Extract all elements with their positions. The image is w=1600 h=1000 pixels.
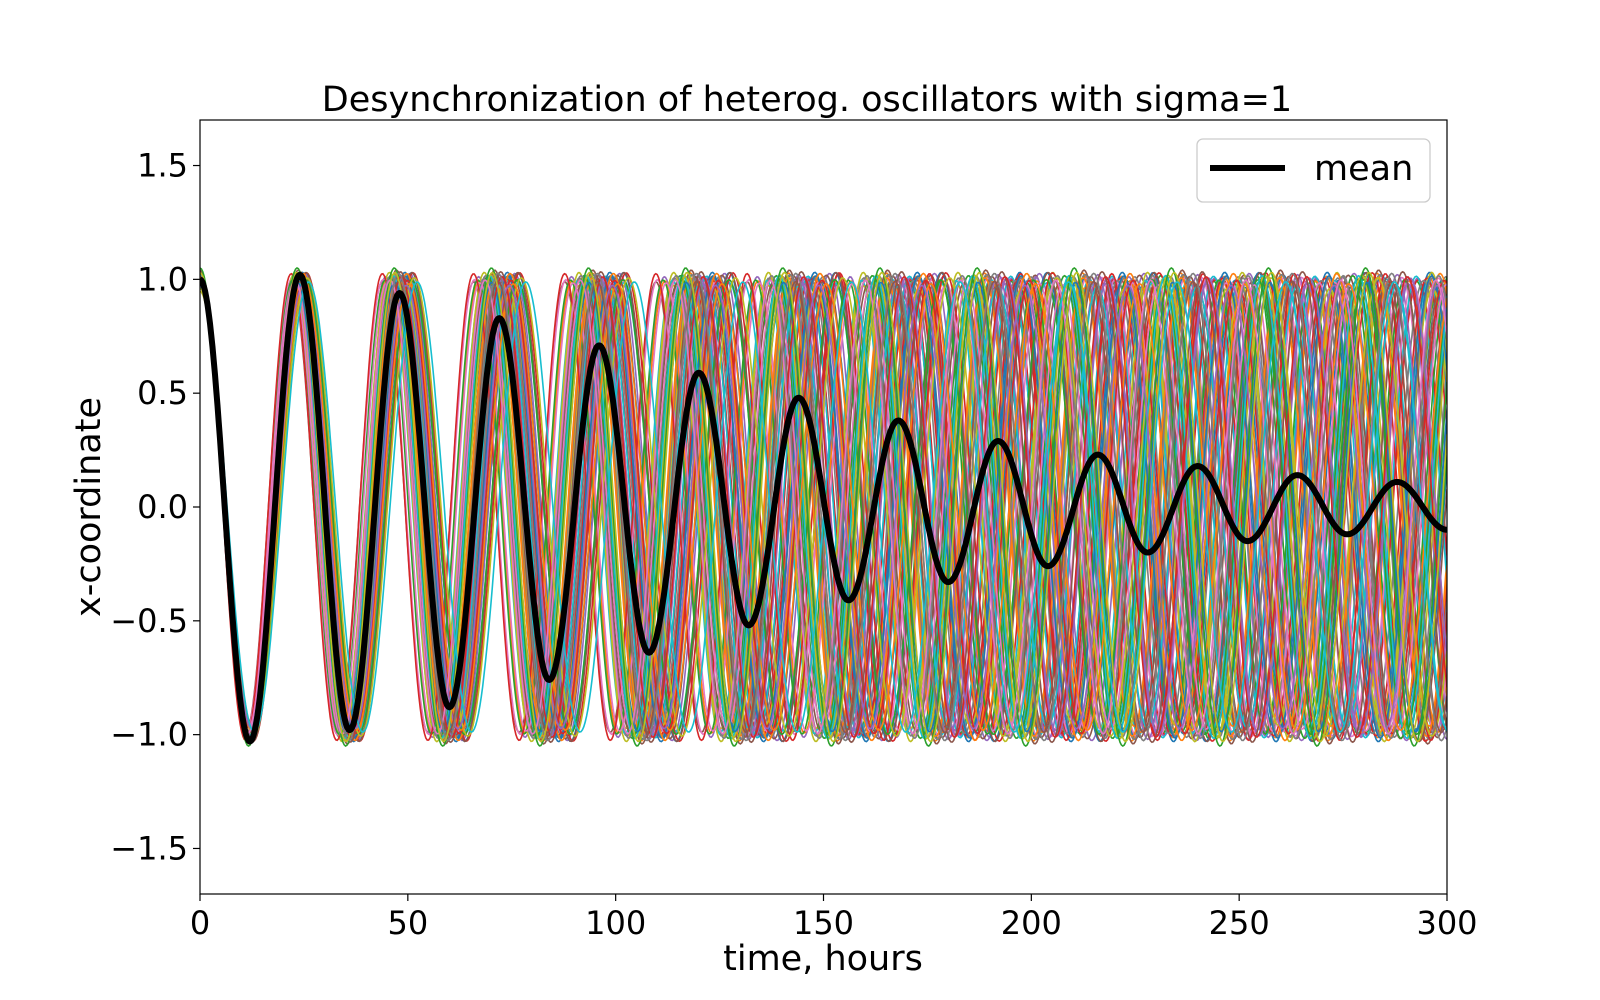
oscillator-lines [200, 267, 1447, 747]
x-axis-ticks: 0 50 100 150 200 250 300 [190, 894, 1478, 942]
y-tick-label: 1.0 [137, 260, 188, 298]
y-tick-label: 0.5 [137, 374, 188, 412]
oscillator-line [200, 281, 1447, 733]
x-tick-label: 0 [190, 904, 210, 942]
oscillator-line [200, 279, 1447, 735]
oscillator-line [200, 272, 1447, 742]
x-axis-label: time, hours [723, 939, 923, 979]
mean-line [200, 271, 1447, 745]
x-tick-label: 50 [387, 904, 428, 942]
legend-box [1196, 138, 1431, 203]
x-tick-label: 150 [793, 904, 854, 942]
oscillator-line [200, 272, 1447, 742]
oscillator-line [200, 271, 1447, 743]
y-axis-label: x-coordinate [69, 397, 109, 617]
x-tick-label: 250 [1209, 904, 1270, 942]
oscillator-line [200, 282, 1447, 732]
y-tick-label: 1.5 [137, 147, 188, 185]
oscillator-line [200, 274, 1447, 740]
y-tick-label: −1.0 [110, 716, 188, 754]
y-tick-label: −0.5 [110, 602, 188, 640]
y-tick-label: −1.5 [110, 829, 188, 867]
oscillator-line [200, 274, 1447, 740]
mean-line-group [200, 271, 1447, 745]
x-tick-label: 100 [585, 904, 646, 942]
x-tick-label: 200 [1001, 904, 1062, 942]
oscillator-line [200, 279, 1447, 735]
y-tick-label: 0.0 [137, 488, 188, 526]
legend: mean [1196, 138, 1431, 203]
x-tick-label: 300 [1416, 904, 1477, 942]
legend-mean-label: mean [1314, 149, 1413, 189]
chart-title: Desynchronization of heterog. oscillator… [322, 80, 1292, 120]
oscillator-line [200, 284, 1447, 730]
y-axis-ticks: −1.5 −1.0 −0.5 0.0 0.5 1.0 1.5 [110, 147, 200, 867]
